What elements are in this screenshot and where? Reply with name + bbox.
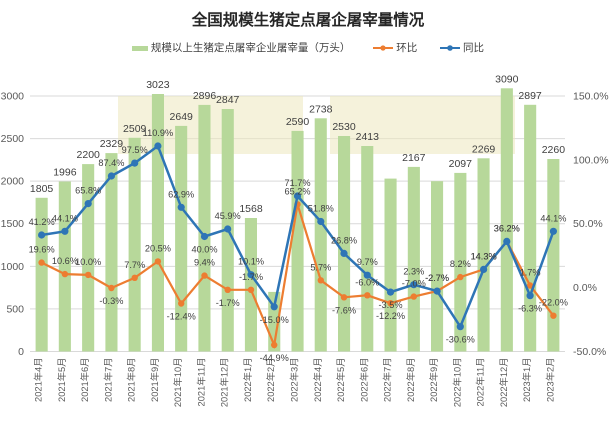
- svg-text:-1.7%: -1.7%: [216, 298, 240, 308]
- svg-text:2000: 2000: [1, 176, 25, 188]
- svg-text:2022年8月: 2022年8月: [405, 358, 416, 402]
- svg-text:1000: 1000: [1, 261, 25, 273]
- svg-text:44.1%: 44.1%: [540, 213, 566, 223]
- svg-text:2021年12月: 2021年12月: [219, 358, 230, 408]
- svg-text:2847: 2847: [216, 94, 240, 106]
- svg-text:-22.0%: -22.0%: [539, 298, 568, 308]
- svg-text:2.3%: 2.3%: [403, 267, 424, 277]
- svg-text:2023年2月: 2023年2月: [544, 358, 555, 402]
- svg-text:-6.3%: -6.3%: [518, 304, 542, 314]
- svg-text:10.0%: 10.0%: [75, 257, 101, 267]
- svg-text:2022年7月: 2022年7月: [382, 358, 393, 402]
- svg-text:-2.7%: -2.7%: [425, 273, 449, 283]
- svg-text:3023: 3023: [146, 79, 170, 91]
- svg-text:2738: 2738: [309, 103, 333, 115]
- svg-text:500: 500: [6, 303, 24, 315]
- svg-text:2897: 2897: [518, 90, 542, 102]
- svg-text:2021年10月: 2021年10月: [172, 358, 183, 408]
- svg-text:41.2%: 41.2%: [29, 217, 55, 227]
- svg-text:2022年9月: 2022年9月: [428, 358, 439, 402]
- svg-text:5.7%: 5.7%: [310, 262, 331, 272]
- svg-text:2022年10月: 2022年10月: [451, 358, 462, 408]
- svg-text:40.0%: 40.0%: [191, 245, 217, 255]
- svg-text:-7.0%: -7.0%: [402, 279, 426, 289]
- svg-text:-0.3%: -0.3%: [99, 296, 123, 306]
- svg-text:2021年11月: 2021年11月: [196, 358, 207, 407]
- svg-text:-6.0%: -6.0%: [355, 277, 379, 287]
- svg-text:2022年2月: 2022年2月: [265, 358, 276, 402]
- svg-text:2500: 2500: [1, 133, 25, 145]
- svg-text:2167: 2167: [402, 152, 426, 164]
- svg-text:3090: 3090: [495, 73, 519, 85]
- svg-text:2021年7月: 2021年7月: [102, 358, 113, 402]
- svg-text:2413: 2413: [356, 131, 380, 143]
- svg-text:2021年9月: 2021年9月: [149, 358, 160, 402]
- svg-text:62.9%: 62.9%: [168, 189, 194, 199]
- svg-text:2021年4月: 2021年4月: [33, 358, 44, 402]
- svg-text:2022年12月: 2022年12月: [498, 358, 509, 408]
- svg-text:2022年4月: 2022年4月: [312, 358, 323, 402]
- svg-text:2896: 2896: [193, 90, 217, 102]
- svg-text:36.2%: 36.2%: [494, 223, 520, 233]
- svg-text:10.6%: 10.6%: [52, 256, 78, 266]
- svg-text:-1.7%: -1.7%: [239, 272, 263, 282]
- svg-text:2022年11月: 2022年11月: [475, 357, 486, 406]
- svg-text:51.8%: 51.8%: [308, 204, 334, 214]
- svg-text:87.4%: 87.4%: [98, 158, 124, 168]
- svg-text:2649: 2649: [170, 111, 194, 123]
- svg-text:1805: 1805: [30, 183, 54, 195]
- svg-text:2021年6月: 2021年6月: [79, 358, 90, 402]
- svg-text:0.0%: 0.0%: [573, 282, 597, 294]
- svg-text:14.3%: 14.3%: [471, 251, 497, 261]
- svg-text:-12.4%: -12.4%: [167, 312, 196, 322]
- svg-text:2022年6月: 2022年6月: [358, 358, 369, 402]
- svg-text:9.7%: 9.7%: [357, 257, 378, 267]
- svg-text:3000: 3000: [1, 91, 25, 103]
- svg-text:2260: 2260: [542, 144, 566, 156]
- svg-text:2329: 2329: [100, 138, 124, 150]
- svg-text:1996: 1996: [53, 167, 77, 179]
- svg-text:-50.0%: -50.0%: [573, 346, 606, 358]
- svg-text:150.0%: 150.0%: [573, 91, 609, 103]
- svg-text:9.4%: 9.4%: [194, 258, 215, 268]
- svg-text:50.0%: 50.0%: [573, 218, 603, 230]
- svg-text:-15.0%: -15.0%: [260, 315, 289, 325]
- svg-text:2269: 2269: [472, 143, 496, 155]
- svg-text:26.8%: 26.8%: [331, 235, 357, 245]
- svg-text:2590: 2590: [286, 116, 310, 128]
- svg-text:-30.6%: -30.6%: [446, 335, 475, 345]
- svg-text:2022年1月: 2022年1月: [242, 358, 253, 402]
- svg-text:10.1%: 10.1%: [238, 257, 264, 267]
- svg-text:110.9%: 110.9%: [143, 128, 173, 138]
- svg-text:8.2%: 8.2%: [450, 259, 471, 269]
- svg-text:2200: 2200: [77, 149, 101, 161]
- svg-text:2023年1月: 2023年1月: [521, 358, 532, 402]
- svg-text:2097: 2097: [449, 158, 473, 170]
- svg-text:45.9%: 45.9%: [215, 211, 241, 221]
- svg-text:2021年5月: 2021年5月: [56, 358, 67, 402]
- svg-text:2530: 2530: [332, 121, 356, 133]
- svg-text:65.8%: 65.8%: [75, 186, 101, 196]
- svg-text:100.0%: 100.0%: [573, 154, 609, 166]
- svg-text:44.1%: 44.1%: [52, 213, 78, 223]
- svg-text:2021年8月: 2021年8月: [126, 358, 137, 402]
- svg-text:0: 0: [18, 346, 24, 358]
- svg-text:71.7%: 71.7%: [284, 178, 310, 188]
- svg-text:-3.5%: -3.5%: [378, 300, 402, 310]
- svg-text:19.6%: 19.6%: [29, 245, 55, 255]
- svg-text:97.5%: 97.5%: [122, 145, 148, 155]
- svg-text:-12.2%: -12.2%: [376, 311, 405, 321]
- svg-text:7.7%: 7.7%: [124, 260, 145, 270]
- svg-text:20.5%: 20.5%: [145, 243, 171, 253]
- svg-text:2022年3月: 2022年3月: [289, 358, 300, 402]
- svg-text:2022年5月: 2022年5月: [335, 358, 346, 402]
- svg-text:1500: 1500: [1, 218, 25, 230]
- svg-text:1568: 1568: [239, 203, 263, 215]
- svg-text:1.7%: 1.7%: [520, 268, 541, 278]
- svg-text:-7.6%: -7.6%: [332, 305, 356, 315]
